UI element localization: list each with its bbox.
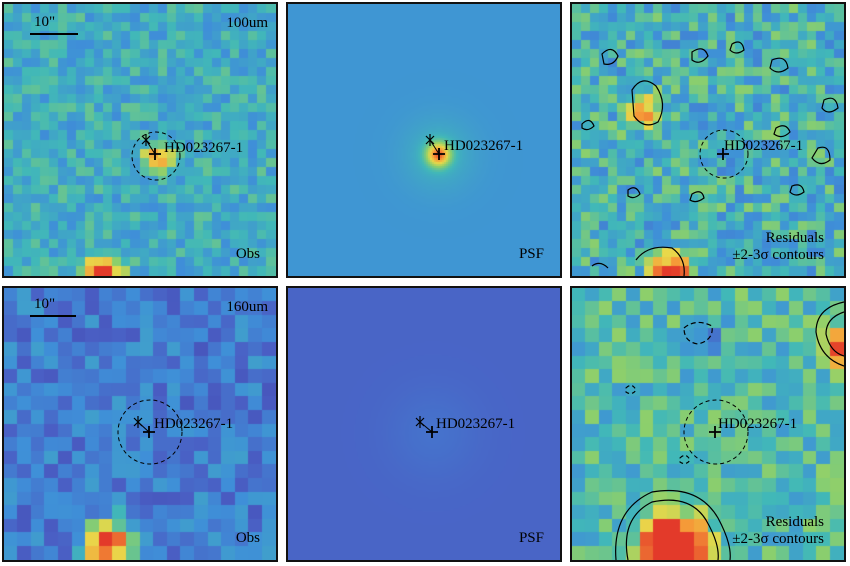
source-offset-line xyxy=(419,421,433,433)
contour-lines xyxy=(581,41,839,276)
psf-overlay-100um xyxy=(425,134,445,160)
source-label: HD023267-1 xyxy=(724,138,804,154)
source-offset-line xyxy=(137,421,150,433)
contours-label: ±2-3σ contours xyxy=(732,531,824,547)
source-cross-marker xyxy=(717,148,729,160)
aperture-circle xyxy=(131,131,181,181)
residual-image-160um xyxy=(572,288,844,560)
residual-overlay-160um xyxy=(615,301,844,560)
obs-panel-160um: 10" 160um HD023267-1 Obs xyxy=(2,286,278,562)
source-label: HD023267-1 xyxy=(444,138,524,154)
psf-label: PSF xyxy=(518,530,544,546)
source-offset-line xyxy=(145,139,156,155)
aperture-circle xyxy=(117,399,183,465)
obs-image-100um xyxy=(4,4,276,276)
source-label: HD023267-1 xyxy=(154,416,234,432)
scale-bar-label: 10" xyxy=(34,296,56,312)
residuals-label: Residuals xyxy=(765,514,824,530)
contours-label: ±2-3σ contours xyxy=(732,247,824,263)
psf-image-100um xyxy=(288,4,560,276)
residuals-label-block: Residuals ±2-3σ contours xyxy=(732,514,824,548)
obs-overlay-100um xyxy=(30,33,181,181)
source-offset-line xyxy=(429,139,440,155)
contour-lines xyxy=(615,301,844,560)
obs-overlay-160um xyxy=(30,315,183,465)
psf-overlay-160um xyxy=(415,416,438,438)
obs-panel-100um: 10" 100um HD023267-1 Obs xyxy=(2,2,278,278)
band-label: 100um xyxy=(226,15,268,31)
residual-panel-160um: HD023267-1 Residuals ±2-3σ contours xyxy=(570,286,846,562)
obs-label: Obs xyxy=(235,530,260,546)
source-cross-marker xyxy=(709,426,721,438)
psf-image-160um xyxy=(288,288,560,560)
psf-label: PSF xyxy=(518,246,544,262)
obs-label: Obs xyxy=(235,246,260,262)
band-label: 160um xyxy=(226,299,268,315)
psf-panel-160um: HD023267-1 PSF xyxy=(286,286,562,562)
scale-bar-label: 10" xyxy=(34,14,56,30)
source-label: HD023267-1 xyxy=(436,416,516,432)
source-label: HD023267-1 xyxy=(718,416,798,432)
residuals-label-block: Residuals ±2-3σ contours xyxy=(732,230,824,264)
residual-overlay-100um xyxy=(581,41,839,276)
residuals-label: Residuals xyxy=(765,230,824,246)
psf-panel-100um: HD023267-1 PSF xyxy=(286,2,562,278)
aperture-circle xyxy=(699,129,749,179)
source-label: HD023267-1 xyxy=(164,140,244,156)
residual-panel-100um: HD023267-1 Residuals ±2-3σ contours xyxy=(570,2,846,278)
aperture-circle xyxy=(683,399,749,465)
residual-image-100um xyxy=(572,4,844,276)
